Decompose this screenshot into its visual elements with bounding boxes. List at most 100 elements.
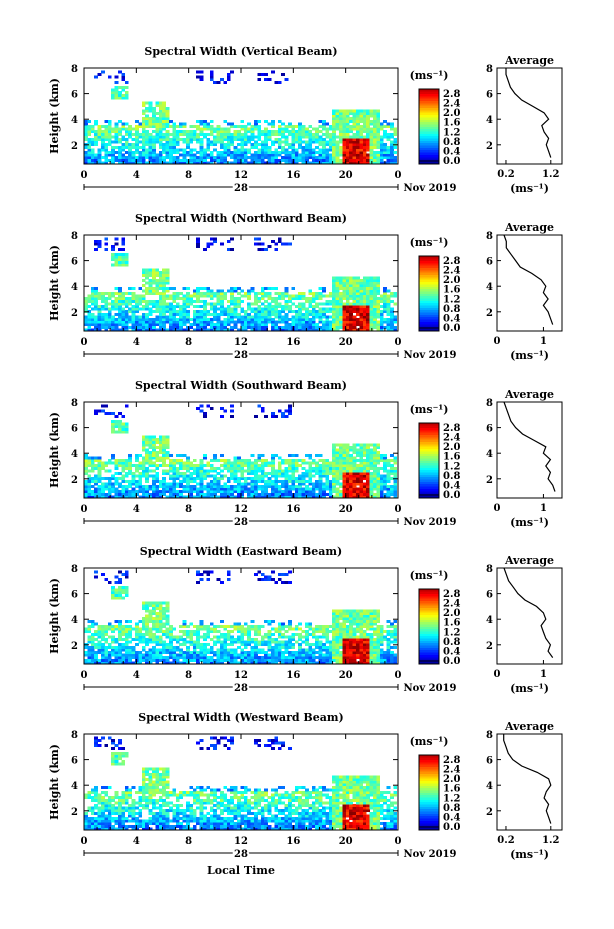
heatmap-cell: [196, 318, 200, 321]
heatmap-cell: [369, 453, 374, 457]
heatmap-cell: [114, 420, 119, 423]
heatmap-cell: [369, 158, 374, 162]
heatmap-cell: [264, 495, 268, 499]
heatmap-cell: [145, 161, 149, 165]
heatmap-cell: [301, 127, 306, 131]
heatmap-cell: [114, 312, 119, 316]
colorbar-segment: [419, 124, 439, 127]
colorbar-tick-label: 0.0: [443, 490, 460, 501]
heatmap-cell: [393, 487, 398, 491]
heatmap-cell: [390, 318, 394, 321]
heatmap-cell: [332, 276, 336, 280]
colorbar-segment: [419, 142, 439, 146]
heatmap-cell: [199, 305, 204, 308]
heatmap-cell: [128, 466, 132, 470]
heatmap-cell: [101, 638, 105, 641]
heatmap-cell: [342, 286, 347, 290]
heatmap-cell: [311, 140, 316, 144]
heatmap-cell: [237, 299, 241, 303]
heatmap-cell: [165, 446, 170, 449]
heatmap-cell: [339, 312, 343, 316]
heatmap-cell: [325, 294, 330, 298]
heatmap-cell: [135, 135, 139, 139]
heatmap-cell: [226, 459, 231, 462]
heatmap-cell: [294, 153, 299, 157]
heatmap-cell: [220, 145, 224, 149]
heatmap-cell: [220, 492, 224, 496]
heatmap-cell: [328, 153, 333, 157]
heatmap-cell: [359, 151, 364, 154]
heatmap-cell: [325, 466, 330, 470]
heatmap-cell: [254, 328, 258, 332]
heatmap-cell: [230, 307, 234, 311]
heatmap-cell: [223, 119, 228, 123]
heatmap-cell: [288, 156, 292, 160]
heatmap-cell: [135, 453, 139, 457]
heatmap-cell: [345, 138, 350, 141]
heatmap-cell: [233, 307, 238, 311]
heatmap-cell: [247, 292, 251, 295]
heatmap-cell: [128, 630, 132, 634]
heatmap-cell: [124, 323, 129, 327]
heatmap-cell: [318, 492, 323, 496]
heatmap-cell: [359, 459, 364, 462]
heatmap-cell: [342, 456, 347, 460]
heatmap-cell: [373, 109, 377, 113]
heatmap-cell: [111, 630, 115, 634]
heatmap-cell: [301, 158, 306, 162]
heatmap-cell: [318, 477, 323, 481]
heatmap-cell: [301, 323, 306, 327]
heatmap-cell: [192, 477, 197, 481]
heatmap-cell: [101, 495, 105, 499]
heatmap-cell: [148, 609, 153, 613]
heatmap-cell: [345, 320, 350, 324]
heatmap-cell: [281, 492, 285, 496]
heatmap-cell: [257, 315, 262, 319]
heatmap-cell: [277, 464, 282, 468]
heatmap-cell: [209, 495, 214, 499]
heatmap-cell: [138, 161, 143, 165]
heatmap-cell: [206, 143, 211, 147]
heatmap-cell: [179, 459, 183, 462]
heatmap-cell: [366, 466, 370, 470]
heatmap-cell: [175, 477, 180, 481]
heatmap-cell: [254, 140, 258, 144]
heatmap-cell: [339, 122, 343, 126]
heatmap-cell: [254, 299, 258, 303]
heatmap-cell: [356, 292, 360, 295]
heatmap-cell: [254, 151, 258, 154]
heatmap-cell: [264, 474, 268, 478]
heatmap-cell: [294, 140, 299, 144]
heatmap-cell: [152, 443, 156, 447]
heatmap-cell: [352, 281, 357, 285]
heatmap-cell: [281, 310, 285, 314]
heatmap-cell: [141, 158, 146, 162]
heatmap-cell: [138, 653, 143, 657]
colorbar-segment: [419, 312, 439, 315]
heatmap-cell: [84, 158, 88, 162]
colorbar-segment: [419, 133, 439, 137]
heatmap-cell: [175, 459, 180, 462]
heatmap-cell: [383, 310, 387, 314]
heatmap-cell: [206, 469, 211, 473]
heatmap-cell: [328, 492, 333, 496]
heatmap-cell: [182, 640, 187, 644]
heatmap-cell: [186, 318, 190, 321]
heatmap-cell: [318, 158, 323, 162]
heatmap-cell: [158, 625, 163, 628]
heatmap-cell: [254, 143, 258, 147]
heatmap-cell: [305, 153, 309, 157]
heatmap-cell: [362, 125, 367, 128]
heatmap-cell: [169, 635, 173, 639]
heatmap-cell: [206, 323, 211, 327]
heatmap-cell: [158, 145, 163, 149]
heatmap-cell: [257, 297, 262, 301]
heatmap-cell: [131, 132, 136, 136]
heatmap-cell: [243, 158, 248, 162]
heatmap-cell: [145, 135, 149, 139]
heatmap-cell: [284, 492, 289, 496]
heatmap-cell: [379, 456, 384, 460]
heatmap-cell: [206, 461, 211, 465]
heatmap-cell: [87, 125, 92, 128]
heatmap-cell: [141, 606, 146, 610]
